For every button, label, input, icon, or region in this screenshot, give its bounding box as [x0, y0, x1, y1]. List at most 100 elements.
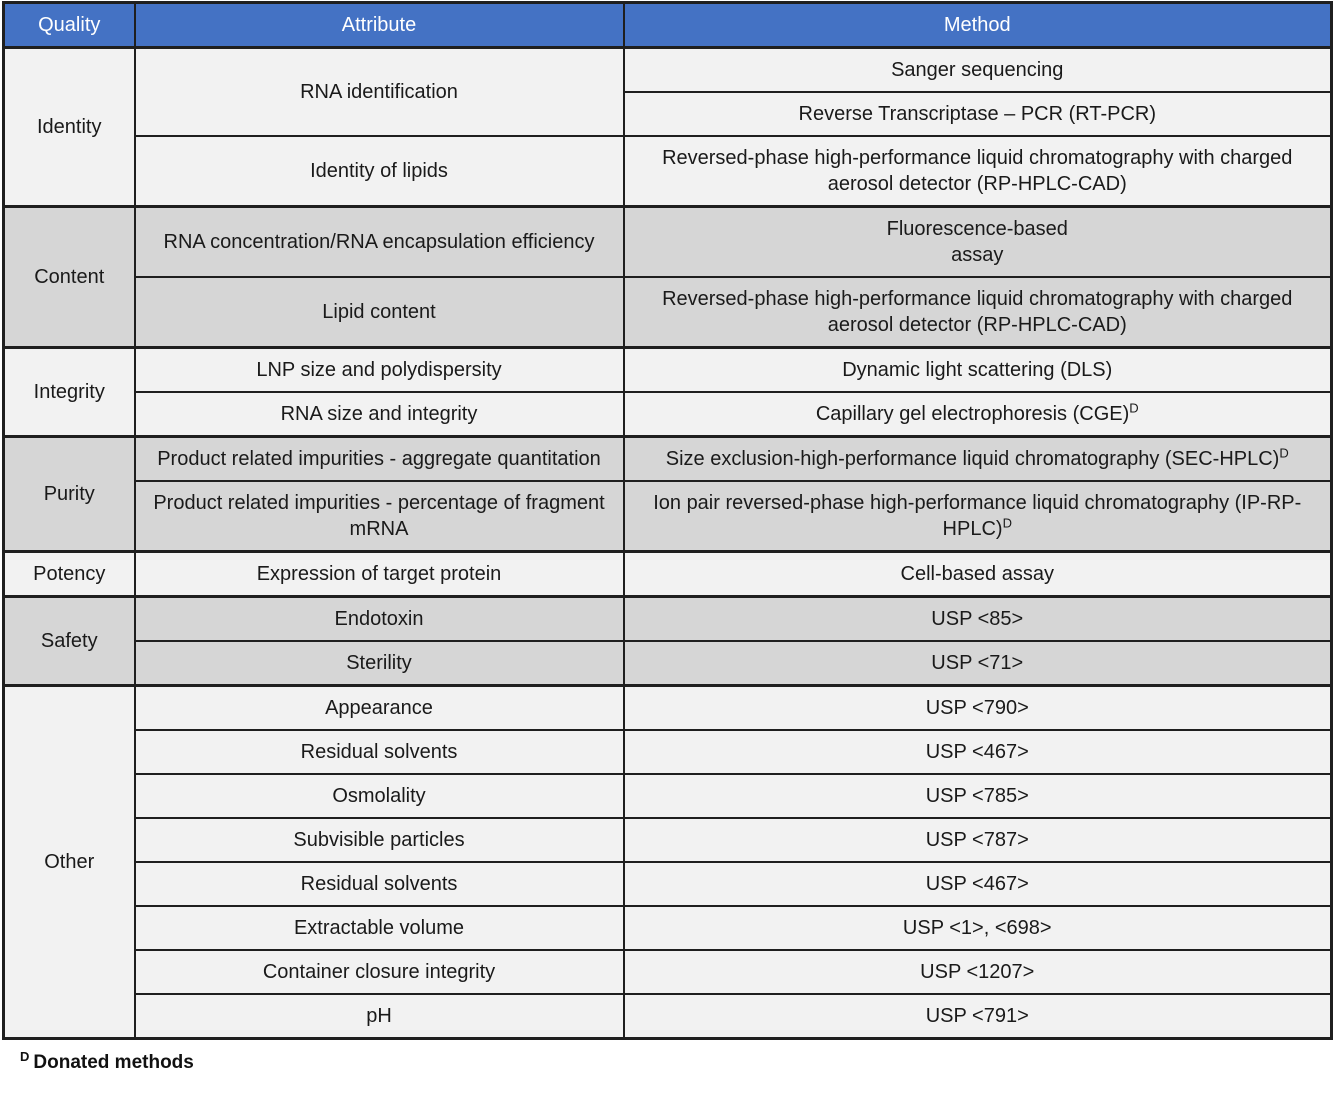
quality-cell-safety: Safety	[2, 595, 136, 687]
method-cell: Reversed-phase high-performance liquid c…	[622, 135, 1333, 208]
method-text: USP <1>, <698>	[902, 917, 1052, 939]
method-text: Sanger sequencing	[891, 59, 1064, 81]
table-row: Extractable volume USP <1>, <698>	[4, 905, 1333, 951]
footnote-donated-methods: D Donated methods	[20, 1048, 1333, 1074]
attribute-cell: pH	[133, 993, 625, 1040]
group-potency: Potency Expression of target protein Cell-…	[2, 550, 1333, 598]
method-text: USP <791>	[925, 1005, 1029, 1027]
attribute-cell: Identity of lipids	[133, 135, 625, 208]
method-text: Cell-based assay	[900, 563, 1054, 585]
method-cell: Reverse Transcriptase – PCR (RT-PCR)	[622, 91, 1333, 137]
group-identity: Identity RNA identification Sanger sequenc…	[2, 46, 1333, 208]
table-row: Residual solvents USP <467>	[4, 729, 1333, 775]
attribute-cell: Expression of target protein	[133, 550, 625, 598]
method-text: USP <787>	[925, 829, 1029, 851]
table-row: Container closure integrity USP <1207>	[4, 949, 1333, 995]
method-cell: Size exclusion-high-performance liquid c…	[622, 435, 1333, 482]
quality-cell-integrity: Integrity	[2, 346, 136, 438]
table-row: Other Appearance USP <790>	[2, 684, 1333, 1040]
quality-cell-content: Content	[2, 205, 136, 349]
method-cell: Capillary gel electrophoresis (CGE)D	[622, 391, 1333, 438]
method-cell: USP <790>	[622, 684, 1333, 731]
method-text: Size exclusion-high-performance liquid c…	[665, 448, 1280, 470]
header-row: Quality Attribute Method	[2, 1, 1333, 49]
method-text: USP <790>	[925, 697, 1029, 719]
group-safety: Safety Endotoxin USP <85> Sterility USP <71>	[2, 595, 1333, 687]
method-cell: USP <467>	[622, 861, 1333, 907]
table-row: Purity Product related impurities - aggre…	[2, 435, 1333, 553]
attribute-cell: Sterility	[133, 640, 625, 687]
method-cell: USP <85>	[622, 595, 1333, 642]
attribute-cell: Osmolality	[133, 773, 625, 819]
method-cell: Cell-based assay	[622, 550, 1333, 598]
method-text: USP <71>	[931, 652, 1024, 674]
method-text: Reversed-phase high-performance liquid c…	[662, 288, 1293, 336]
attribute-cell: Product related impurities - percentage …	[133, 480, 625, 553]
table-row: Identity RNA identification Sanger sequenc…	[2, 46, 1333, 208]
method-cell: USP <785>	[622, 773, 1333, 819]
quality-cell-identity: Identity	[2, 46, 136, 208]
method-cell: USP <791>	[622, 993, 1333, 1040]
method-text: assay	[951, 244, 1004, 266]
donated-method-superscript: D	[1279, 445, 1289, 461]
quality-cell-purity: Purity	[2, 435, 136, 553]
method-text: Reverse Transcriptase – PCR (RT-PCR)	[798, 103, 1157, 125]
attribute-cell: RNA identification	[133, 46, 625, 137]
method-cell: Ion pair reversed-phase high-performance…	[622, 480, 1333, 553]
method-text: USP <85>	[931, 608, 1024, 630]
attribute-cell: Residual solvents	[133, 729, 625, 775]
method-text: USP <467>	[925, 873, 1029, 895]
method-cell: Fluorescence-based assay	[622, 205, 1333, 278]
quality-cell-other: Other	[2, 684, 136, 1040]
table-row: Reverse Transcriptase – PCR (RT-PCR)	[4, 91, 1333, 137]
header-method: Method	[622, 1, 1333, 49]
footnote-superscript: D	[20, 1048, 30, 1064]
attribute-cell: Subvisible particles	[133, 817, 625, 863]
attribute-cell: Lipid content	[133, 276, 625, 349]
table-row: Product related impurities - percentage …	[4, 480, 1333, 553]
group-other: Other Appearance USP <790> Residual solvent…	[2, 684, 1333, 1040]
table-row: Residual solvents USP <467>	[4, 861, 1333, 907]
table-row: Lipid content Reversed-phase high-perform…	[4, 276, 1333, 349]
table-row: RNA size and integrity Capillary gel elec…	[4, 391, 1333, 438]
method-cell: USP <71>	[622, 640, 1333, 687]
method-cell: Reversed-phase high-performance liquid c…	[622, 276, 1333, 349]
method-cell: Sanger sequencing	[622, 46, 1333, 93]
method-text: USP <467>	[925, 741, 1029, 763]
attribute-cell: Container closure integrity	[133, 949, 625, 995]
attribute-cell: Extractable volume	[133, 905, 625, 951]
method-cell: USP <787>	[622, 817, 1333, 863]
method-text: USP <785>	[925, 785, 1029, 807]
table-row: Osmolality USP <785>	[4, 773, 1333, 819]
quality-attribute-method-table: Quality Attribute Method Identity RNA ide…	[2, 1, 1333, 1040]
attribute-cell: Residual solvents	[133, 861, 625, 907]
table-row: Identity of lipids Reversed-phase high-pe…	[4, 135, 1333, 208]
group-integrity: Integrity LNP size and polydispersity Dyna…	[2, 346, 1333, 438]
table-row: pH USP <791>	[4, 993, 1333, 1040]
attribute-cell: RNA size and integrity	[133, 391, 625, 438]
attribute-cell: Product related impurities - aggregate q…	[133, 435, 625, 482]
method-text: USP <1207>	[920, 961, 1035, 983]
header-quality: Quality	[2, 1, 136, 49]
table-header: Quality Attribute Method	[2, 1, 1333, 49]
footnote-text: Donated methods	[33, 1052, 194, 1073]
group-purity: Purity Product related impurities - aggre…	[2, 435, 1333, 553]
method-cell: USP <467>	[622, 729, 1333, 775]
method-cell: USP <1>, <698>	[622, 905, 1333, 951]
attribute-cell: RNA concentration/RNA encapsulation effi…	[133, 205, 625, 278]
group-content: Content RNA concentration/RNA encapsulati…	[2, 205, 1333, 349]
method-text: Fluorescence-based	[886, 218, 1068, 240]
table-row: Subvisible particles USP <787>	[4, 817, 1333, 863]
attribute-cell: Appearance	[133, 684, 625, 731]
method-cell: Dynamic light scattering (DLS)	[622, 346, 1333, 393]
table-row: Content RNA concentration/RNA encapsulati…	[2, 205, 1333, 349]
method-text: Reversed-phase high-performance liquid c…	[662, 147, 1293, 195]
method-text: Ion pair reversed-phase high-performance…	[653, 492, 1302, 540]
table-row: Integrity LNP size and polydispersity Dyna…	[2, 346, 1333, 438]
attribute-cell: Endotoxin	[133, 595, 625, 642]
table-row: Safety Endotoxin USP <85>	[2, 595, 1333, 687]
method-text: Capillary gel electrophoresis (CGE)	[815, 403, 1130, 425]
donated-method-superscript: D	[1002, 515, 1012, 531]
donated-method-superscript: D	[1129, 400, 1139, 416]
